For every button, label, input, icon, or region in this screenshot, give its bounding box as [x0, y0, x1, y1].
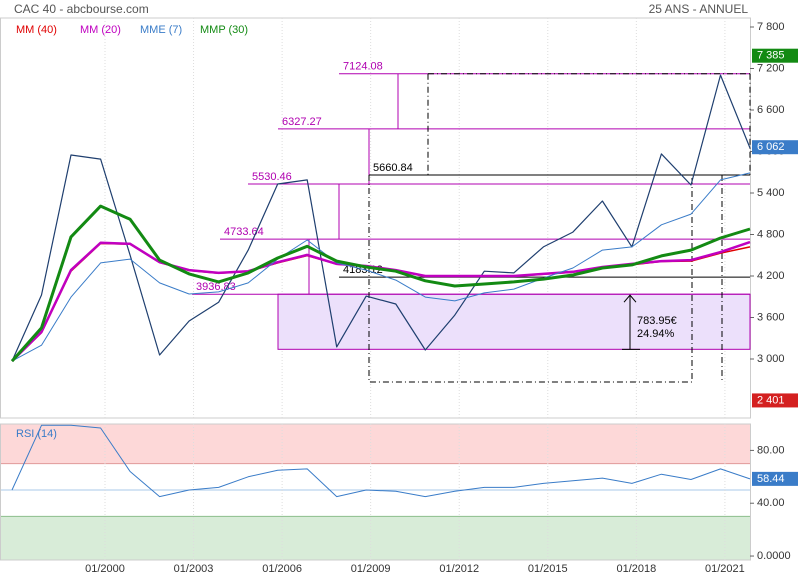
legend-entry: MMP (30): [200, 24, 248, 36]
y-tick-label: 5 400: [757, 187, 785, 199]
oversold-zone: [0, 516, 751, 560]
x-tick-label: 01/2009: [351, 563, 391, 575]
value-box-label: 7 385: [757, 50, 785, 62]
y-tick-label: 80.00: [757, 444, 785, 456]
line: [10, 204, 751, 363]
x-tick-label: 01/2021: [705, 563, 745, 575]
rsi-panel: [0, 423, 751, 561]
x-tick-label: 01/2012: [439, 563, 479, 575]
x-tick-label: 01/2000: [85, 563, 125, 575]
legend-entry: MME (7): [140, 24, 182, 36]
value-box: [752, 48, 798, 63]
level-label: 7124.08: [343, 61, 383, 73]
measure-amount: 783.95€: [637, 315, 677, 327]
x-tick-label: 01/2018: [616, 563, 656, 575]
rsi-title: RSI (14): [16, 428, 57, 440]
x-tick-label: 01/2006: [262, 563, 302, 575]
x-tick-label: 01/2003: [174, 563, 214, 575]
overbought-zone: [0, 424, 751, 464]
y-tick-label: 7 200: [757, 62, 785, 74]
line: [11, 74, 751, 362]
value-box-label: 2 401: [757, 394, 785, 406]
line: [11, 172, 751, 362]
value-box-label: 58.44: [757, 473, 785, 485]
measure-percent: 24.94%: [637, 328, 675, 340]
level-label: 5530.46: [252, 171, 292, 183]
value-box: [752, 471, 798, 486]
y-tick-label: 3 600: [757, 311, 785, 323]
y-tick-label: 7 800: [757, 21, 785, 33]
y-tick-label: 40.00: [757, 497, 785, 509]
legend-entry: MM (40): [16, 24, 57, 36]
y-tick-label: 4 200: [757, 270, 785, 282]
y-tick-label: 6 600: [757, 104, 785, 116]
chart-title: CAC 40 - abcbourse.com: [14, 2, 149, 16]
line: [11, 424, 751, 498]
reference-label: 5660.84: [373, 162, 413, 174]
level-label: 4733.64: [224, 226, 264, 238]
main-panel: [0, 17, 751, 419]
value-box-label: 6 062: [757, 141, 785, 153]
y-tick-label: 0.0000: [757, 550, 791, 562]
level-band: [277, 293, 751, 350]
value-box: [752, 393, 798, 408]
measure-arrow: [623, 294, 637, 303]
period-label: 25 ANS - ANNUEL: [649, 2, 749, 16]
level-label: 6327.27: [282, 116, 322, 128]
y-tick-label: 4 800: [757, 228, 785, 240]
legend-entry: MM (20): [80, 24, 121, 36]
x-tick-label: 01/2015: [528, 563, 568, 575]
value-box: [752, 140, 798, 155]
y-tick-label: 3 000: [757, 353, 785, 365]
guide: [368, 73, 751, 383]
